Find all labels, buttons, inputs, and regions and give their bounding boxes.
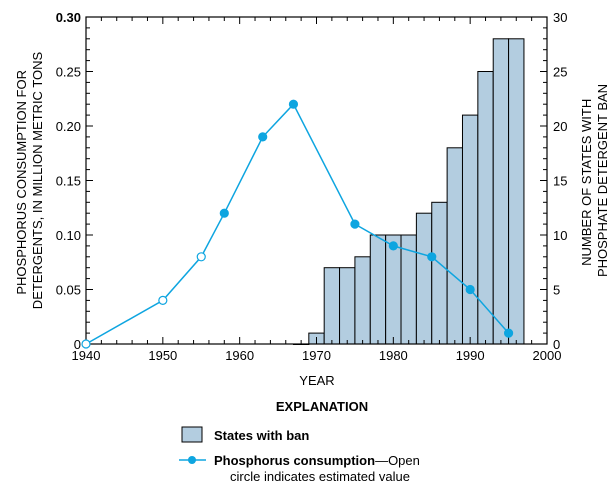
bar-series	[292, 38, 525, 345]
data-point	[503, 328, 514, 338]
x-tick-label: 1960	[225, 348, 254, 363]
x-tick-label: 1990	[456, 348, 485, 363]
y-left-title-line-2: DETERGENTS, IN MILLION METRIC TONS	[30, 51, 45, 309]
bar	[461, 114, 479, 345]
y-right-tick-label: 30	[553, 10, 567, 25]
bar	[446, 147, 463, 345]
y-left-tick-label: 0	[74, 337, 81, 352]
legend-bar-label: States with ban	[214, 428, 309, 443]
bar	[385, 234, 402, 345]
y-right-tick-label: 20	[553, 119, 567, 134]
legend-title: EXPLANATION	[276, 399, 368, 414]
data-point	[465, 284, 475, 295]
y-left-tick-label: 0.05	[56, 283, 81, 298]
x-tick-label: 1940	[72, 348, 101, 363]
y-right-title-line-1: NUMBER OF STATES WITH	[579, 99, 594, 266]
bar	[354, 256, 371, 345]
bar	[508, 38, 525, 345]
estimated-point	[196, 252, 206, 262]
y-right-axis-title: NUMBER OF STATES WITH PHOSPHATE DETERGEN…	[579, 84, 610, 277]
line-points	[81, 99, 514, 349]
legend-line-label: Phosphorus consumption—Open	[214, 453, 420, 468]
y-left-tick-label: 0.25	[56, 65, 81, 80]
legend-line-label-bold: Phosphorus consumption	[214, 453, 375, 468]
legend-line-label-rest: —Open	[375, 453, 420, 468]
y-left-tick-label: 0.10	[56, 228, 81, 243]
y-left-axis-title: PHOSPHORUS CONSUMPTION FOR DETERGENTS, I…	[14, 51, 45, 309]
y-left-tick-label: 0.15	[56, 174, 81, 189]
y-right-tick-label: 5	[553, 283, 560, 298]
legend-line-label-line2: circle indicates estimated value	[230, 469, 410, 484]
data-point	[388, 241, 398, 251]
y-left-tick-label: 0.30	[56, 10, 81, 25]
x-axis-title: YEAR	[299, 373, 334, 388]
estimated-point	[81, 339, 91, 349]
data-point	[288, 99, 299, 109]
y-right-title-line-2: PHOSPHATE DETERGENT BAN	[595, 84, 610, 277]
bar	[339, 267, 356, 345]
bar	[477, 71, 494, 345]
legend: EXPLANATION States with ban Phosphorus c…	[179, 399, 420, 484]
data-point	[427, 252, 437, 262]
axis-ticks: 1940 1950 1960 1970 1980 1990 200000.050.100.1…	[56, 10, 568, 363]
bar	[492, 38, 510, 345]
legend-bar-swatch	[181, 426, 203, 443]
x-tick-label: 1970	[302, 348, 331, 363]
x-tick-label: 1980	[379, 348, 408, 363]
y-right-tick-label: 10	[553, 228, 567, 243]
y-right-tick-label: 15	[553, 174, 567, 189]
legend-line-marker	[188, 456, 196, 464]
bar	[323, 267, 341, 345]
x-tick-label: 1950	[148, 348, 177, 363]
y-right-tick-label: 0	[553, 337, 560, 352]
y-right-tick-label: 25	[553, 65, 567, 80]
data-point	[219, 208, 229, 218]
estimated-point	[158, 295, 168, 305]
data-point	[258, 132, 268, 142]
x-tick-label: 2000	[533, 348, 562, 363]
y-left-tick-label: 0.20	[56, 119, 81, 134]
data-point	[350, 219, 360, 229]
bar	[369, 234, 387, 345]
bar	[415, 212, 433, 345]
y-left-title-line-1: PHOSPHORUS CONSUMPTION FOR	[14, 70, 29, 295]
bar	[431, 201, 448, 345]
